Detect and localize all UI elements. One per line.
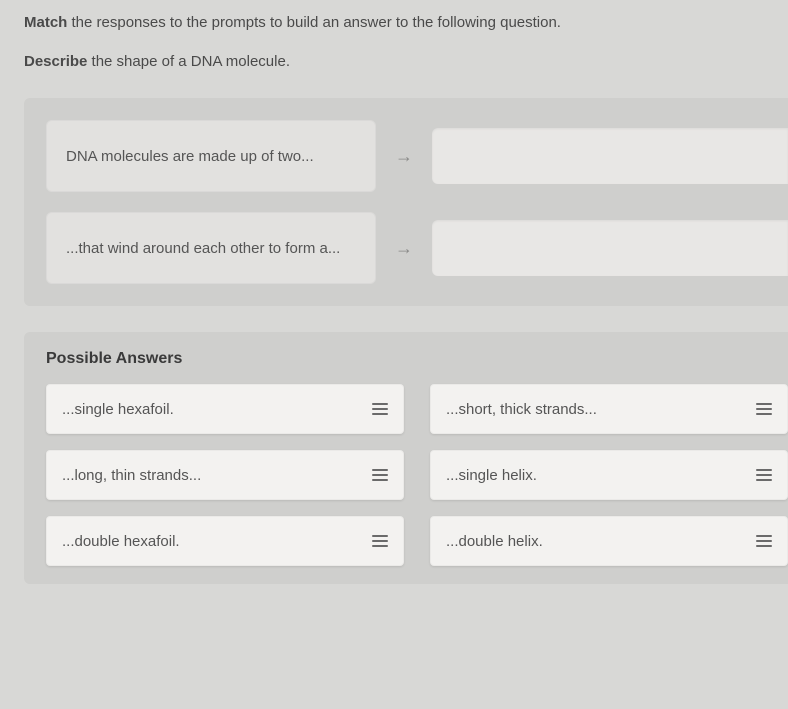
answer-card[interactable]: ...short, thick strands... <box>430 384 788 434</box>
answer-card[interactable]: ...double hexafoil. <box>46 516 404 566</box>
question-bold: Describe <box>24 53 87 70</box>
drag-handle-icon[interactable] <box>362 469 388 481</box>
prompt-row: DNA molecules are made up of two... → <box>46 120 788 192</box>
answer-card[interactable]: ...single hexafoil. <box>46 384 404 434</box>
answer-text: ...long, thin strands... <box>62 467 201 484</box>
drag-handle-icon[interactable] <box>362 403 388 415</box>
drop-target[interactable] <box>432 128 788 184</box>
answers-panel: Possible Answers ...single hexafoil. ...… <box>24 332 788 584</box>
instruction-text: Match the responses to the prompts to bu… <box>24 14 788 31</box>
prompt-text: ...that wind around each other to form a… <box>66 238 340 259</box>
arrow-icon: → <box>394 146 414 167</box>
answer-card[interactable]: ...long, thin strands... <box>46 450 404 500</box>
answers-grid: ...single hexafoil. ...short, thick stra… <box>46 384 788 566</box>
answer-card[interactable]: ...double helix. <box>430 516 788 566</box>
prompt-box: DNA molecules are made up of two... <box>46 120 376 192</box>
answer-text: ...single hexafoil. <box>62 401 174 418</box>
answer-card[interactable]: ...single helix. <box>430 450 788 500</box>
instruction-bold: Match <box>24 14 67 31</box>
answer-text: ...double hexafoil. <box>62 533 180 550</box>
question-text: Describe the shape of a DNA molecule. <box>24 53 788 70</box>
quiz-container: Match the responses to the prompts to bu… <box>0 0 788 584</box>
drag-handle-icon[interactable] <box>746 403 772 415</box>
prompt-box: ...that wind around each other to form a… <box>46 212 376 284</box>
prompt-text: DNA molecules are made up of two... <box>66 146 314 167</box>
prompt-row: ...that wind around each other to form a… <box>46 212 788 284</box>
drop-target[interactable] <box>432 220 788 276</box>
answer-text: ...short, thick strands... <box>446 401 597 418</box>
arrow-icon: → <box>394 238 414 259</box>
drag-handle-icon[interactable] <box>746 469 772 481</box>
drag-handle-icon[interactable] <box>362 535 388 547</box>
answer-text: ...single helix. <box>446 467 537 484</box>
drag-handle-icon[interactable] <box>746 535 772 547</box>
question-rest: the shape of a DNA molecule. <box>87 53 290 70</box>
answers-title: Possible Answers <box>46 350 788 368</box>
answer-text: ...double helix. <box>446 533 543 550</box>
instruction-rest: the responses to the prompts to build an… <box>67 14 561 31</box>
prompts-panel: DNA molecules are made up of two... → ..… <box>24 98 788 306</box>
